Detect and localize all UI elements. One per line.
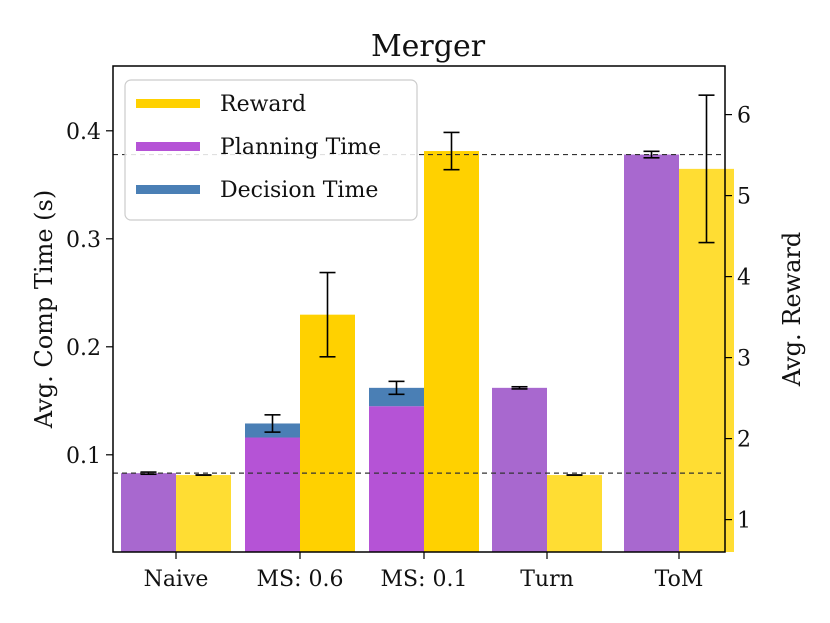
plot-frame bbox=[112, 65, 726, 553]
legend-label-decision-time: Decision Time bbox=[220, 178, 378, 203]
legend-swatch-decision-time bbox=[136, 185, 200, 194]
planning-time-bar-ms-0-1 bbox=[369, 406, 424, 552]
x-tick-label-tom: ToM bbox=[655, 567, 704, 592]
left-y-axis: 0.1 0.2 0.3 0.4 bbox=[66, 120, 113, 469]
reward-error-bar-tom bbox=[698, 94, 715, 244]
chart-title: Merger bbox=[371, 29, 486, 64]
right-y-axis-title: Avg. Reward bbox=[778, 232, 806, 388]
x-tick-label-ms-0-6: MS: 0.6 bbox=[257, 567, 344, 592]
right-tick-label-3: 4 bbox=[737, 266, 751, 291]
reward-error-bar-ms-0-6 bbox=[319, 271, 336, 358]
reward-bar-ms-0-1 bbox=[424, 151, 479, 553]
bars-layer bbox=[121, 151, 734, 553]
legend: Reward Planning Time Decision Time bbox=[124, 79, 418, 221]
legend-label-planning-time: Planning Time bbox=[220, 135, 381, 160]
error-bars-layer bbox=[140, 94, 715, 476]
reward-error-bar-ms-0-1 bbox=[443, 131, 460, 171]
right-tick-label-5: 6 bbox=[737, 104, 751, 129]
left-tick-label-2: 0.3 bbox=[66, 228, 101, 253]
x-tick-label-turn: Turn bbox=[520, 567, 574, 592]
planning-time-bar-turn bbox=[492, 387, 547, 552]
comp-time-error-bar-ms-0-1 bbox=[388, 380, 405, 396]
right-tick-label-4: 5 bbox=[737, 185, 751, 210]
right-tick-label-1: 2 bbox=[737, 428, 751, 453]
left-tick-label-3: 0.4 bbox=[66, 120, 101, 145]
left-y-axis-title: Avg. Comp Time (s) bbox=[30, 190, 58, 429]
left-tick-label-1: 0.2 bbox=[66, 336, 101, 361]
legend-label-reward: Reward bbox=[220, 92, 306, 117]
right-y-axis: 1 2 3 4 5 6 bbox=[725, 104, 751, 534]
comp-time-error-bar-tom bbox=[643, 150, 660, 159]
x-tick-label-ms-0-1: MS: 0.1 bbox=[381, 567, 468, 592]
planning-time-bar-ms-0-6 bbox=[245, 437, 300, 552]
left-tick-label-0: 0.1 bbox=[66, 444, 101, 469]
x-axis: Naive MS: 0.6 MS: 0.1 Turn ToM bbox=[144, 552, 704, 592]
x-tick-label-naive: Naive bbox=[144, 567, 209, 592]
decision-time-bar-ms-0-1 bbox=[369, 387, 424, 407]
comp-time-error-bar-ms-0-6 bbox=[264, 414, 281, 433]
comp-time-error-bar-naive bbox=[140, 471, 157, 476]
planning-time-bar-tom bbox=[624, 154, 679, 552]
planning-time-bar-naive bbox=[121, 473, 176, 552]
right-tick-label-2: 3 bbox=[737, 347, 751, 372]
reward-bar-naive bbox=[176, 475, 231, 552]
right-tick-label-0: 1 bbox=[737, 509, 751, 534]
reward-bar-turn bbox=[547, 475, 602, 552]
legend-swatch-planning-time bbox=[136, 142, 200, 151]
comp-time-error-bar-turn bbox=[511, 385, 528, 390]
legend-swatch-reward bbox=[136, 99, 200, 108]
